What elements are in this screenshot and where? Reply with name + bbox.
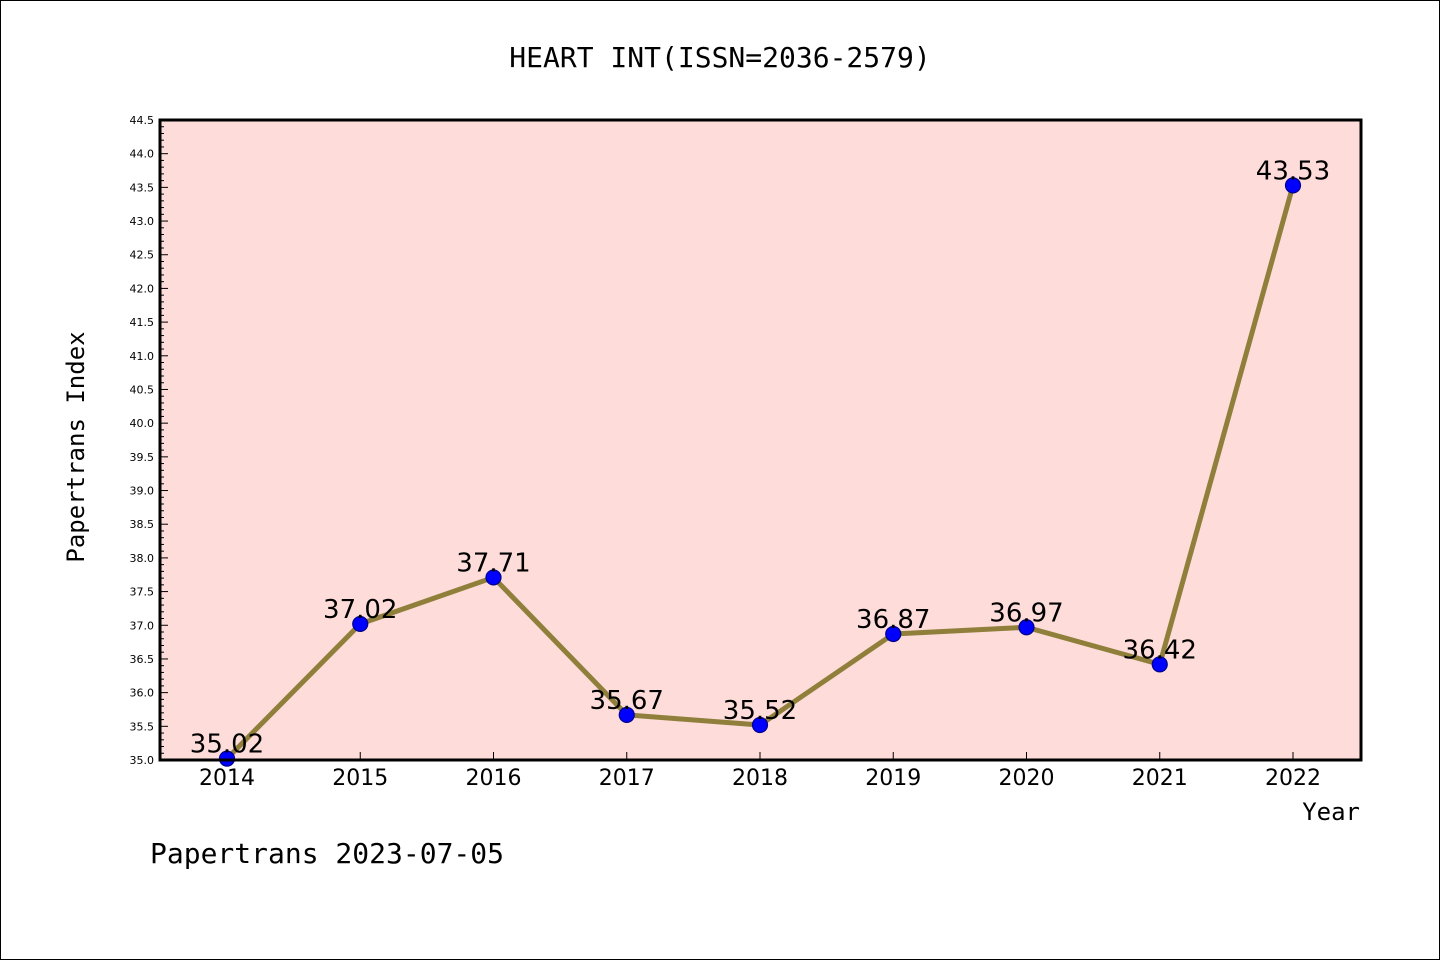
data-label: 35.02: [190, 730, 264, 760]
x-tick-label: 2017: [599, 766, 655, 791]
y-tick-label: 38.0: [130, 552, 155, 565]
y-tick-label: 35.5: [130, 720, 155, 733]
y-tick-label: 41.5: [130, 316, 155, 329]
x-tick-label: 2016: [466, 766, 522, 791]
x-tick-label: 2022: [1265, 766, 1321, 791]
y-tick-label: 38.5: [130, 518, 155, 531]
y-tick-label: 44.0: [130, 148, 155, 161]
x-tick-label: 2018: [732, 766, 788, 791]
x-tick-label: 2020: [999, 766, 1055, 791]
x-tick-label: 2014: [199, 766, 255, 791]
y-tick-label: 36.5: [130, 653, 155, 666]
data-point: [885, 625, 902, 643]
data-point: [485, 569, 502, 586]
data-point: [751, 716, 769, 734]
data-label: 35.52: [723, 696, 797, 726]
x-tick-label: 2019: [865, 766, 921, 791]
y-axis-label: Papertrans Index: [62, 331, 90, 562]
data-point: [1284, 177, 1302, 194]
y-tick-label: 43.0: [130, 215, 155, 228]
data-point: [1018, 619, 1035, 636]
y-tick-label: 39.5: [130, 451, 155, 464]
x-tick-label: 2015: [332, 766, 388, 791]
x-tick-label: 2021: [1132, 766, 1188, 791]
data-label: 36.97: [989, 598, 1063, 628]
data-point: [352, 615, 369, 633]
y-tick-label: 35.0: [130, 754, 155, 767]
data-label: 43.53: [1256, 156, 1330, 186]
data-labels: 35.02 37.02 37.71 35.67 35.52 36.87 36.97 36.42…: [190, 156, 1330, 759]
data-point: [618, 706, 635, 723]
y-tick-label: 42.5: [130, 249, 155, 262]
data-label: 37.71: [456, 548, 530, 578]
chart-title: HEART INT(ISSN=2036-2579): [509, 41, 930, 74]
y-axis-ticks: 35.0 35.5 36.0 36.5 37.0 37.5 38.0 38.5 39.0 39.5…: [130, 114, 168, 767]
y-tick-label: 39.0: [130, 485, 155, 498]
y-tick-label: 40.0: [130, 417, 155, 430]
y-tick-label: 37.5: [130, 586, 155, 599]
y-tick-label: 44.5: [130, 114, 155, 127]
data-label: 36.87: [856, 605, 930, 635]
y-tick-label: 43.5: [130, 181, 155, 194]
y-tick-label: 41.0: [130, 350, 155, 363]
y-tick-label: 36.0: [130, 687, 155, 700]
y-tick-label: 42.0: [130, 282, 155, 295]
y-tick-label: 40.5: [130, 383, 155, 396]
data-label: 37.02: [323, 595, 397, 625]
data-label: 35.67: [590, 686, 664, 716]
y-tick-label: 37.0: [130, 619, 155, 632]
footer-text: Papertrans 2023-07-05: [150, 837, 504, 870]
data-point: [1151, 656, 1168, 673]
plot-border: [158, 118, 1363, 762]
x-axis-label: Year: [1302, 798, 1360, 826]
data-label: 36.42: [1123, 635, 1197, 665]
